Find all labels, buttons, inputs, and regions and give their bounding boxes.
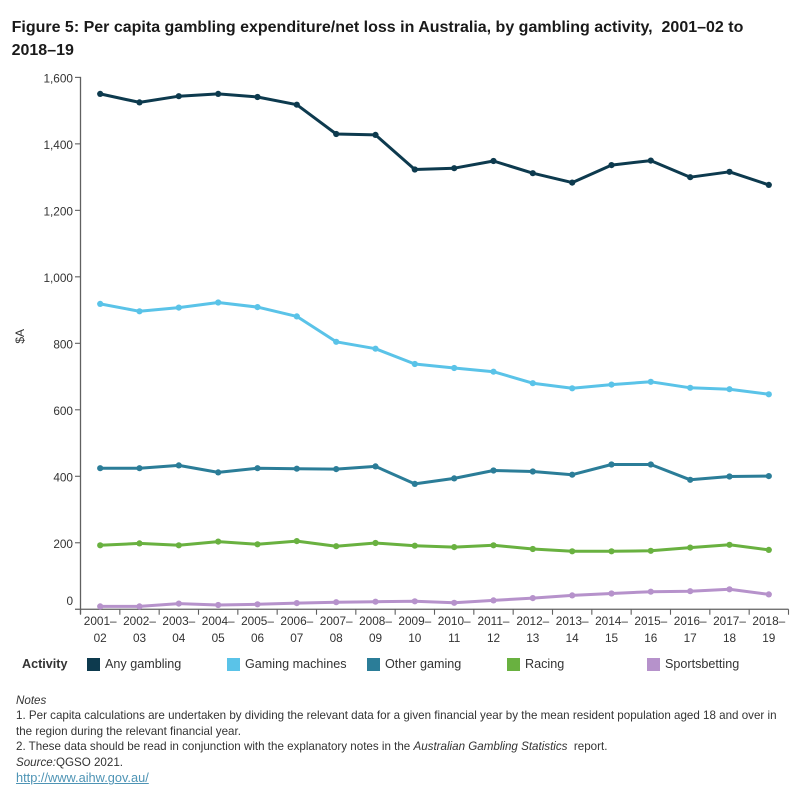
- svg-text:1,200: 1,200: [43, 204, 73, 218]
- svg-text:2002–: 2002–: [123, 614, 156, 628]
- svg-text:2015–: 2015–: [634, 614, 667, 628]
- svg-text:2012–: 2012–: [516, 614, 549, 628]
- svg-text:17: 17: [684, 631, 697, 645]
- svg-text:2005–: 2005–: [241, 614, 274, 628]
- svg-text:03: 03: [133, 631, 147, 645]
- svg-text:2014–: 2014–: [595, 614, 628, 628]
- svg-text:13: 13: [526, 631, 540, 645]
- svg-text:10: 10: [408, 631, 422, 645]
- svg-text:07: 07: [290, 631, 303, 645]
- svg-text:2006–: 2006–: [280, 614, 313, 628]
- svg-text:08: 08: [330, 631, 344, 645]
- svg-text:2008–: 2008–: [359, 614, 392, 628]
- svg-text:200: 200: [53, 537, 73, 551]
- svg-text:2001–: 2001–: [84, 614, 117, 628]
- svg-text:05: 05: [212, 631, 226, 645]
- svg-text:09: 09: [369, 631, 382, 645]
- svg-text:2011–: 2011–: [478, 614, 510, 628]
- svg-text:2018–: 2018–: [752, 614, 785, 628]
- svg-text:16: 16: [644, 631, 658, 645]
- svg-text:11: 11: [448, 631, 460, 645]
- svg-text:12: 12: [487, 631, 500, 645]
- svg-text:2003–: 2003–: [162, 614, 195, 628]
- svg-text:600: 600: [53, 404, 73, 418]
- svg-text:2009–: 2009–: [398, 614, 431, 628]
- svg-text:04: 04: [172, 631, 186, 645]
- svg-text:2013–: 2013–: [556, 614, 589, 628]
- svg-text:$A: $A: [13, 329, 27, 344]
- svg-text:1,000: 1,000: [43, 271, 73, 285]
- svg-text:1,400: 1,400: [43, 138, 73, 152]
- svg-text:2007–: 2007–: [320, 614, 353, 628]
- svg-text:2004–: 2004–: [202, 614, 235, 628]
- svg-text:2016–: 2016–: [674, 614, 707, 628]
- svg-text:18: 18: [723, 631, 737, 645]
- svg-text:1,600: 1,600: [43, 71, 73, 85]
- svg-text:0: 0: [66, 594, 73, 608]
- svg-text:2010–: 2010–: [438, 614, 471, 628]
- svg-text:14: 14: [566, 631, 580, 645]
- svg-text:15: 15: [605, 631, 619, 645]
- svg-text:02: 02: [94, 631, 107, 645]
- svg-text:2017–: 2017–: [713, 614, 746, 628]
- svg-text:400: 400: [53, 470, 73, 484]
- svg-text:06: 06: [251, 631, 265, 645]
- svg-text:800: 800: [53, 337, 73, 351]
- svg-text:19: 19: [762, 631, 775, 645]
